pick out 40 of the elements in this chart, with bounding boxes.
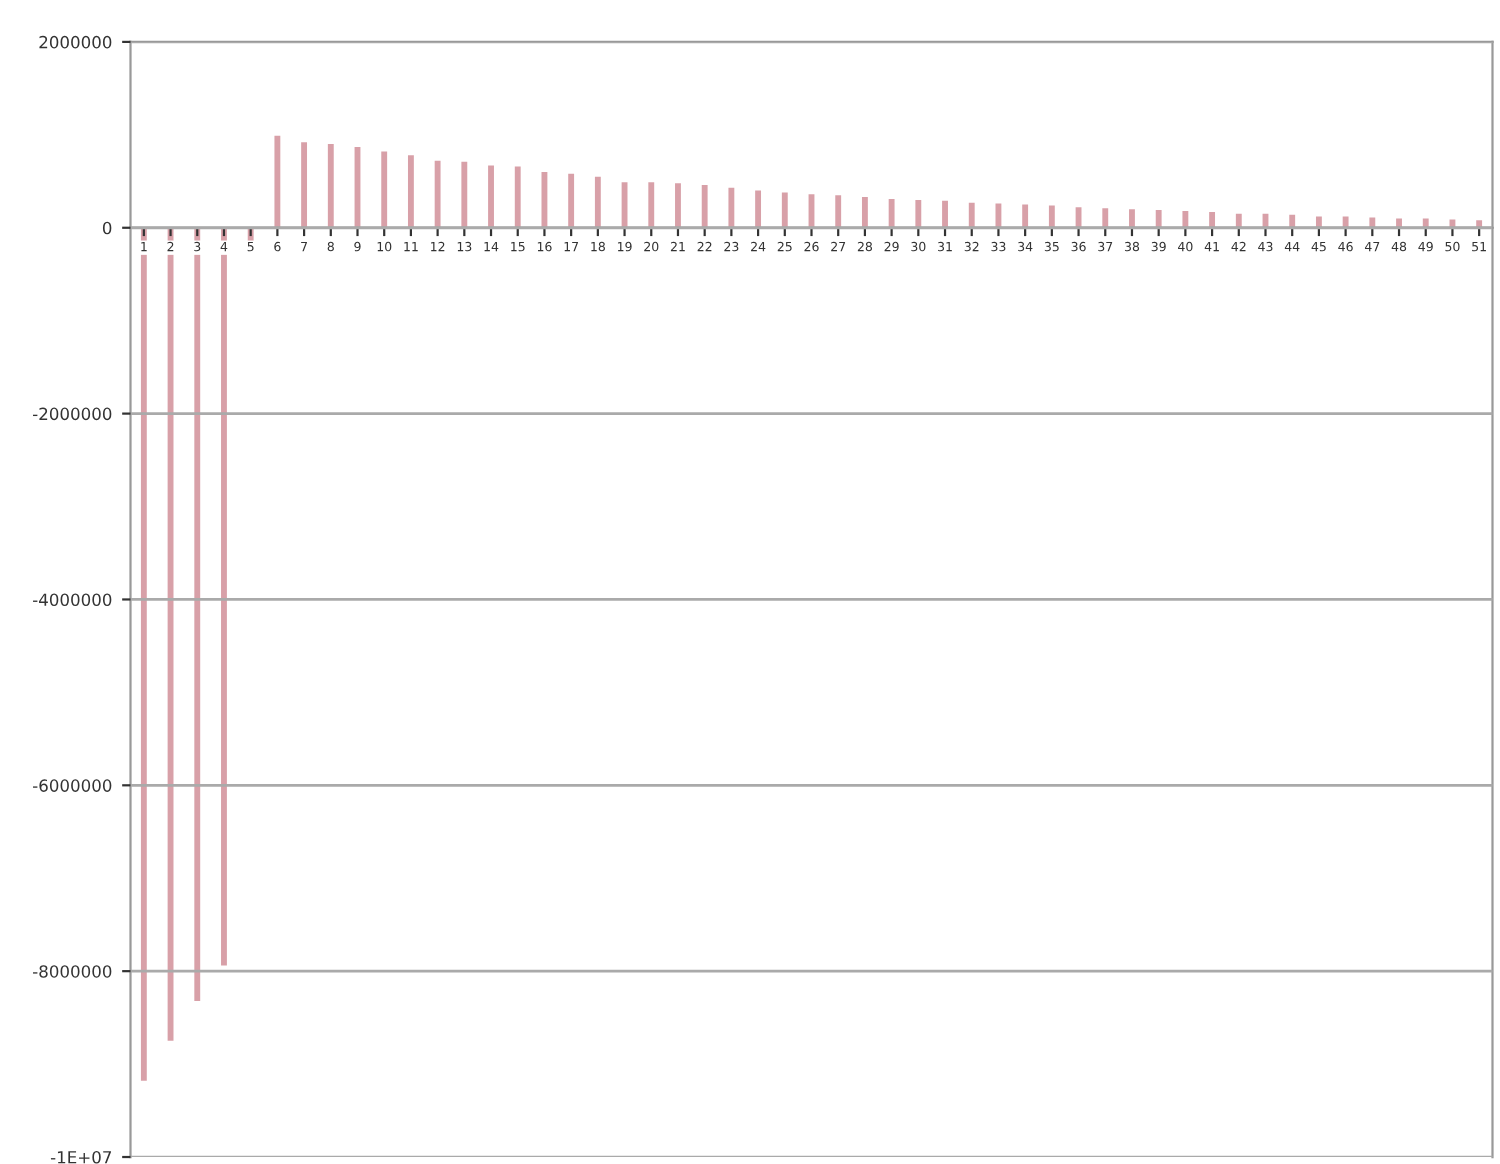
bar xyxy=(407,155,414,228)
bar xyxy=(488,165,494,228)
bar xyxy=(1022,204,1029,228)
bar xyxy=(968,202,975,228)
bar xyxy=(861,197,868,228)
bar xyxy=(1129,209,1135,228)
bar xyxy=(194,227,201,1001)
y-tick-label: 2000000 xyxy=(39,35,112,49)
bar xyxy=(1048,205,1055,228)
bar xyxy=(1102,208,1109,228)
bar xyxy=(942,200,948,228)
y-tick-label: 0 xyxy=(102,221,112,235)
bar xyxy=(514,166,521,228)
bar xyxy=(755,190,762,228)
bar xyxy=(594,176,601,228)
bar xyxy=(915,199,922,228)
y-tick-label: -1E+07 xyxy=(50,1150,112,1164)
bar xyxy=(568,173,575,228)
bar xyxy=(888,198,895,228)
bar xyxy=(701,185,708,228)
bar xyxy=(140,227,147,1081)
bar xyxy=(781,192,788,228)
bar xyxy=(728,187,735,228)
bar xyxy=(1182,211,1189,228)
y-tick-label: -4000000 xyxy=(33,593,112,607)
bar xyxy=(1155,210,1162,228)
bar xyxy=(274,135,281,228)
bar xyxy=(675,183,681,228)
bar xyxy=(835,195,842,228)
y-tick-label: -6000000 xyxy=(33,779,112,792)
bar xyxy=(1209,211,1216,228)
y-tick-label: -2000000 xyxy=(33,407,112,421)
bar xyxy=(648,182,655,228)
bar xyxy=(434,160,441,228)
bar xyxy=(221,227,227,966)
bar xyxy=(381,151,388,228)
bar xyxy=(327,144,334,228)
bar xyxy=(461,161,468,228)
y-tick-label: -8000000 xyxy=(33,965,112,978)
bar xyxy=(301,142,308,228)
